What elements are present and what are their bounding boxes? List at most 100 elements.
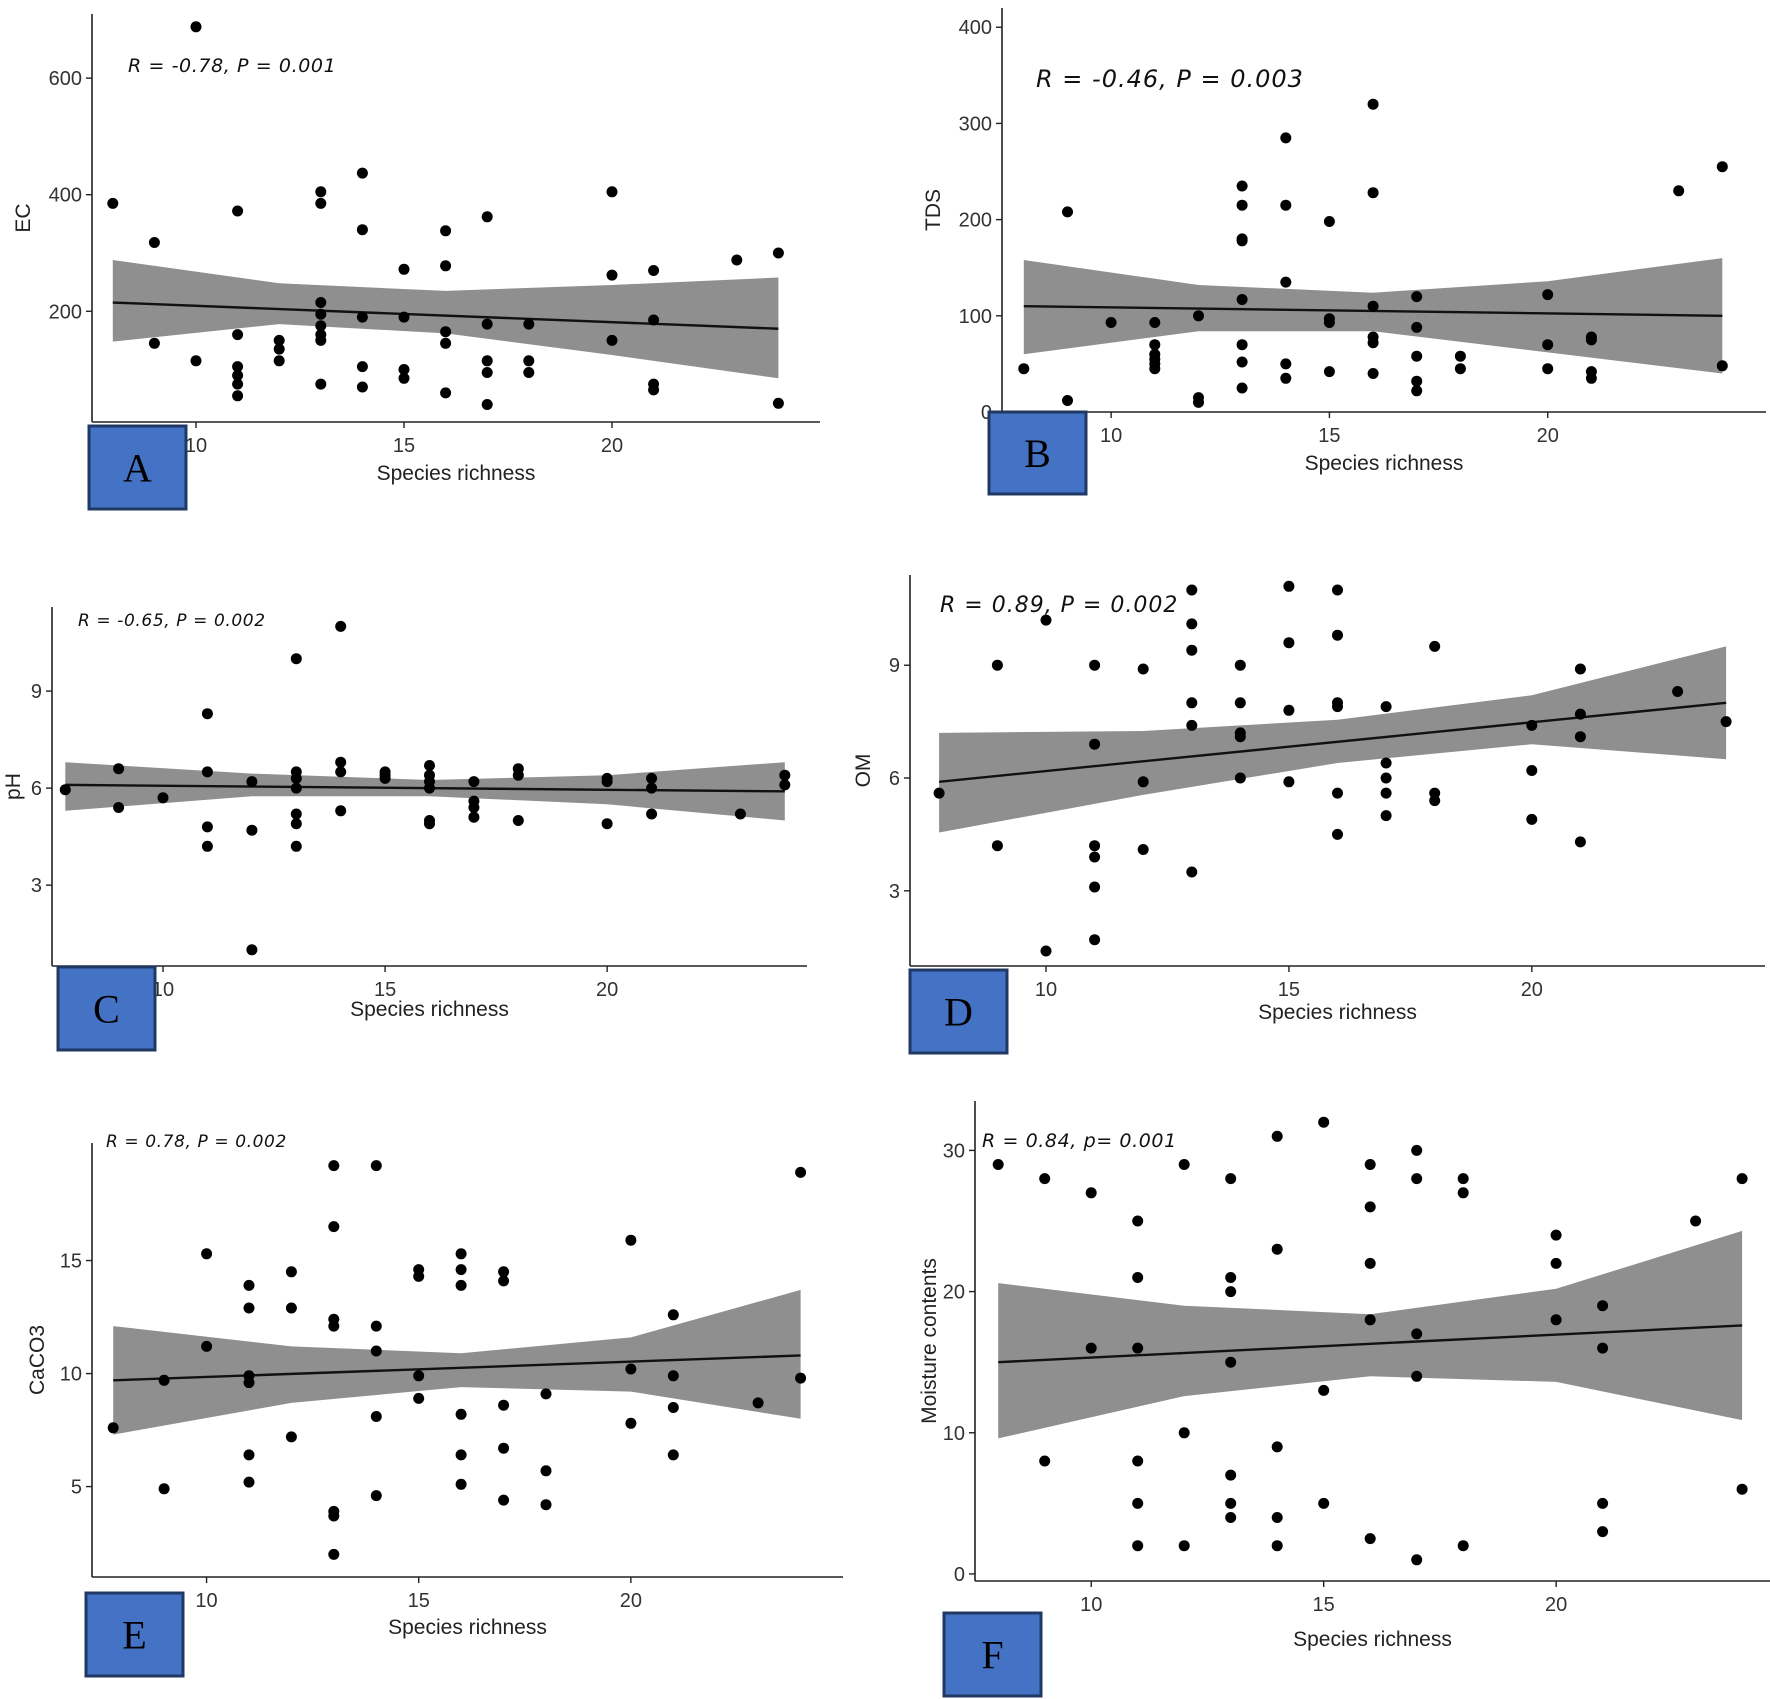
panel-f-data-point (1597, 1497, 1609, 1509)
panel-f-data-point (1457, 1173, 1469, 1185)
panel-a-data-point (440, 326, 452, 338)
panel-d-data-point (1234, 659, 1246, 671)
panel-d-data-point (1137, 776, 1149, 788)
panel-d-x-axis-title: Species richness (1258, 1001, 1417, 1024)
panel-f-data-point (1411, 1370, 1423, 1382)
panel-c-data-point (290, 840, 302, 852)
panel-e-data-point (328, 1548, 340, 1560)
panel-d-label-badge (908, 968, 1009, 1055)
panel-d-data-point (1574, 836, 1586, 848)
panel-d-data-point (1040, 945, 1052, 957)
panel-c-x-axis-title: Species richness (350, 998, 509, 1021)
panel-c-y-tick-label: 3 (31, 875, 42, 897)
panel-a-data-point (398, 372, 410, 384)
panel-f-data-point (1411, 1554, 1423, 1566)
panel-d-data-point (1574, 731, 1586, 743)
panel-d-data-point (1672, 686, 1684, 697)
panel-e-data-point (455, 1279, 467, 1291)
panel-a-x-axis-title: Species richness (377, 462, 536, 485)
panel-c-data-point (779, 779, 791, 791)
panel-f-data-point (1597, 1526, 1609, 1538)
panel-d-data-point (1283, 704, 1295, 716)
panel-d-data-point (1186, 644, 1198, 656)
panel-f-data-point (1411, 1173, 1423, 1185)
panel-f-y-axis-title: Moisture contents (918, 1258, 941, 1424)
panel-e-data-point (455, 1408, 467, 1420)
panel-d-regression-line (939, 701, 1727, 783)
panel-c-data-point (512, 769, 524, 781)
panel-f-data-point (1550, 1314, 1562, 1326)
panel-c-data-point (201, 840, 213, 852)
panel-b-data-point (1323, 216, 1335, 227)
panel-d-data-point (1332, 584, 1343, 596)
panel-b-data-point (1367, 98, 1379, 110)
panel-c-data-point (335, 756, 347, 768)
panel-e-data-point (158, 1483, 170, 1495)
panel-f-data-point (1132, 1540, 1144, 1552)
panel-c-data-point (512, 815, 524, 826)
panel-d-data-point (1720, 716, 1732, 728)
panel-c-data-point (468, 811, 480, 823)
panel-d-x-tick-label: 15 (1278, 979, 1300, 1001)
panel-c-data-point (290, 772, 302, 784)
panel-a-data-point (606, 334, 618, 346)
panel-e-data-point (540, 1499, 552, 1511)
panel-e-y-tick-label: 15 (60, 1251, 82, 1273)
panel-a-x-tick-label: 15 (393, 435, 415, 457)
panel-a-data-point (398, 311, 410, 323)
panel-e-x-tick-label: 10 (195, 1590, 217, 1612)
panel-d-data-point (1137, 663, 1149, 675)
panel-b-x-tick-label: 20 (1537, 425, 1559, 447)
panel-a-data-point (398, 263, 410, 275)
panel-e-data-point (667, 1449, 679, 1461)
panel-d-label-letter: D (944, 990, 973, 1035)
panel-b-label-letter: B (1024, 431, 1051, 476)
panel-e-data-point (158, 1374, 170, 1386)
panel-e-data-point (795, 1166, 807, 1178)
panel-d-data-point (1089, 659, 1101, 671)
panel-b-x-tick-label: 15 (1318, 425, 1340, 447)
panel-c-x-tick-label: 15 (374, 979, 396, 1001)
panel-b-data-point (1411, 291, 1423, 303)
panel-e-data-point (413, 1370, 425, 1382)
panel-d-data-point (1332, 828, 1343, 840)
panel-f-data-point (1318, 1497, 1330, 1509)
panel-c-data-point (335, 766, 347, 778)
panel-f: 10 15 20 0 10 20 30 Species richness Moisture co… (918, 1101, 1770, 1698)
panel-b-data-point (1193, 396, 1204, 408)
panel-b-data-point (1149, 317, 1161, 328)
panel-f-data-point (1271, 1441, 1283, 1453)
panel-c-data-point (290, 653, 302, 665)
panel-d-data-point (991, 840, 1003, 852)
panel-b-data-point (1149, 339, 1161, 351)
panel-b-data-point (1280, 132, 1292, 144)
panel-e-data-point (455, 1248, 467, 1260)
panel-e-data-point (540, 1465, 552, 1477)
panel-c-data-point (246, 944, 258, 956)
panel-f-y-tick-label: 0 (954, 1564, 965, 1586)
panel-c-data-point (601, 776, 613, 788)
panel-b-correlation-stat: R = -0.46, P = 0.003 (1036, 65, 1304, 93)
panel-f-x-tick-label: 10 (1080, 1594, 1102, 1616)
panel-f-data-point (1690, 1215, 1702, 1227)
panel-b-y-tick-label: 400 (959, 17, 992, 39)
panel-a-data-point (273, 334, 285, 346)
panel-a-x-tick-label: 10 (185, 435, 207, 457)
panel-d-data-point (1380, 810, 1392, 822)
panel-a-x-tick-label: 20 (601, 435, 623, 457)
panel-e-data-point (413, 1270, 425, 1282)
panel-d-y-tick-label: 9 (889, 655, 900, 677)
panel-e-data-point (243, 1377, 255, 1389)
panel-c-data-point (113, 802, 125, 813)
panel-d-data-point (1574, 663, 1586, 675)
panel-c-y-axis-title: pH (2, 773, 25, 800)
panel-f-data-point (1271, 1243, 1283, 1255)
panel-a-data-point (315, 334, 327, 346)
panel-d-data-point (991, 659, 1003, 671)
panel-f-data-point (1364, 1533, 1376, 1545)
panel-d-data-point (1234, 697, 1246, 709)
panel-c-data-point (246, 776, 258, 788)
panel-a-data-point (731, 254, 743, 266)
panel-f-y-tick-label: 30 (943, 1140, 965, 1162)
